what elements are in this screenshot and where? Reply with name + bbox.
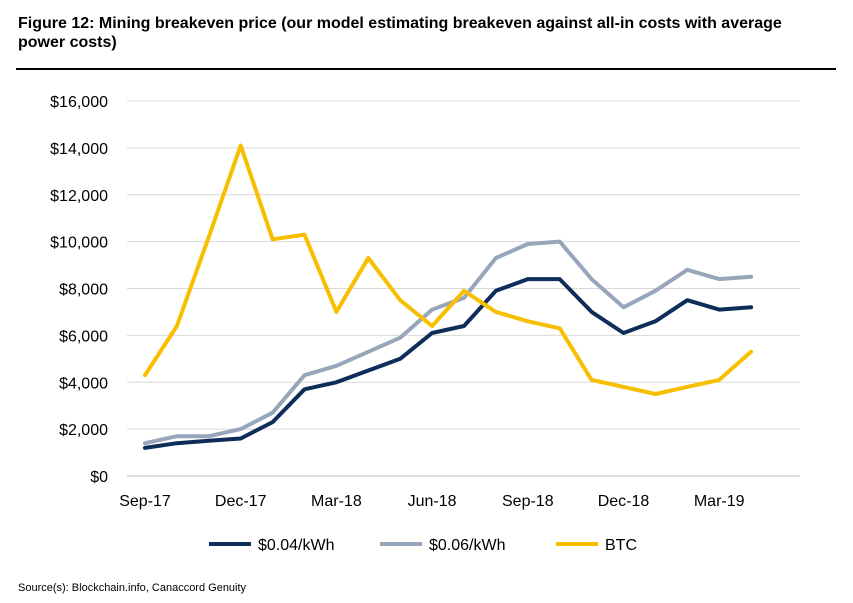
legend-label: $0.06/kWh [429, 537, 505, 554]
y-tick-label: $10,000 [50, 235, 108, 252]
y-tick-label: $0 [90, 469, 108, 486]
figure-title: Figure 12: Mining breakeven price (our m… [18, 15, 782, 51]
series-line [143, 143, 754, 396]
legend-label: BTC [605, 537, 637, 554]
y-tick-label: $14,000 [50, 141, 108, 158]
y-tick-label: $6,000 [59, 328, 108, 345]
series-lines [143, 143, 754, 450]
y-tick-label: $2,000 [59, 422, 108, 439]
x-tick-label: Sep-17 [119, 493, 171, 510]
x-axis: Sep-17 Dec-17 Mar-18 Jun-18 Sep-18 Dec-18 Mar-… [119, 493, 744, 510]
x-tick-label: Jun-18 [408, 493, 457, 510]
gridlines [127, 100, 800, 477]
y-tick-label: $12,000 [50, 188, 108, 205]
x-tick-label: Dec-17 [215, 493, 267, 510]
series-line [143, 277, 754, 450]
x-tick-label: Mar-18 [311, 493, 362, 510]
y-tick-label: $8,000 [59, 282, 108, 299]
x-tick-label: Sep-18 [502, 493, 554, 510]
x-tick-label: Mar-19 [694, 493, 745, 510]
series-line [143, 239, 754, 446]
y-tick-label: $4,000 [59, 375, 108, 392]
title-divider [16, 68, 836, 70]
y-tick-label: $16,000 [50, 94, 108, 111]
y-axis: $0 $2,000 $4,000 $6,000 $8,000 $10,000 $12,000… [50, 94, 108, 486]
legend: $0.04/kWh $0.06/kWh BTC [209, 537, 637, 554]
x-tick-label: Dec-18 [598, 493, 650, 510]
source-note: Source(s): Blockchain.info, Canaccord Ge… [18, 582, 247, 594]
legend-label: $0.04/kWh [258, 537, 334, 554]
